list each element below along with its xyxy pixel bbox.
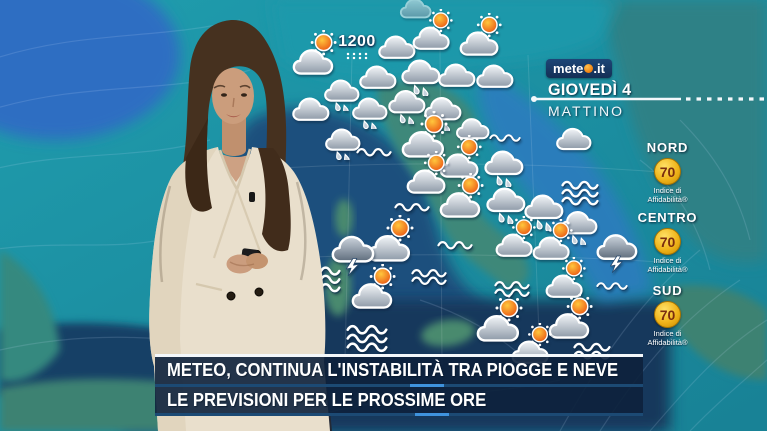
- region-label: SUD: [652, 283, 683, 298]
- logo-text-right: .it: [593, 61, 605, 76]
- wave2-icon: [573, 329, 611, 372]
- reliability-caption: Indice di Affidabilità®: [647, 256, 688, 274]
- timeline-line: [531, 96, 767, 102]
- reliability-centro: CENTRO 70 Indice di Affidabilità®: [630, 210, 705, 274]
- reliability-caption: Indice di Affidabilità®: [647, 186, 688, 204]
- region-label: NORD: [646, 140, 689, 155]
- region-label: CENTRO: [637, 210, 698, 225]
- snow-level-label: 1200: [334, 33, 380, 60]
- snow-level-value: 1200: [338, 33, 376, 50]
- reliability-badge: 70: [654, 158, 681, 185]
- snowflakes-icon: [345, 52, 369, 60]
- reliability-value: 70: [659, 233, 676, 250]
- reliability-value: 70: [659, 163, 676, 180]
- logo-text-left: mete: [553, 61, 584, 76]
- reliability-caption: Indice di Affidabilità®: [647, 329, 688, 347]
- suncloud-icon: [351, 264, 397, 316]
- suncloud-icon: [495, 216, 537, 263]
- wave1-icon: [356, 132, 392, 173]
- meteo-logo: mete .it: [546, 59, 612, 78]
- header: mete .it GIOVEDÌ 4 MATTINO: [0, 0, 767, 130]
- reliability-badge: 70: [654, 228, 681, 255]
- reliability-badge: 70: [654, 301, 681, 328]
- day-label: GIOVEDÌ 4: [548, 80, 632, 99]
- suncloud-icon: [439, 173, 485, 225]
- wave1-icon: [596, 268, 628, 304]
- wave2-icon: [411, 256, 447, 297]
- wave3-icon: [346, 314, 388, 361]
- reliability-nord: NORD 70 Indice di Affidabilità®: [630, 140, 705, 204]
- reliability-value: 70: [659, 306, 676, 323]
- reliability-sud: SUD 70 Indice di Affidabilità®: [630, 283, 705, 347]
- logo-sun-dot-icon: [583, 64, 593, 73]
- period-label: MATTINO: [548, 103, 624, 119]
- suncloud-icon: [511, 323, 553, 370]
